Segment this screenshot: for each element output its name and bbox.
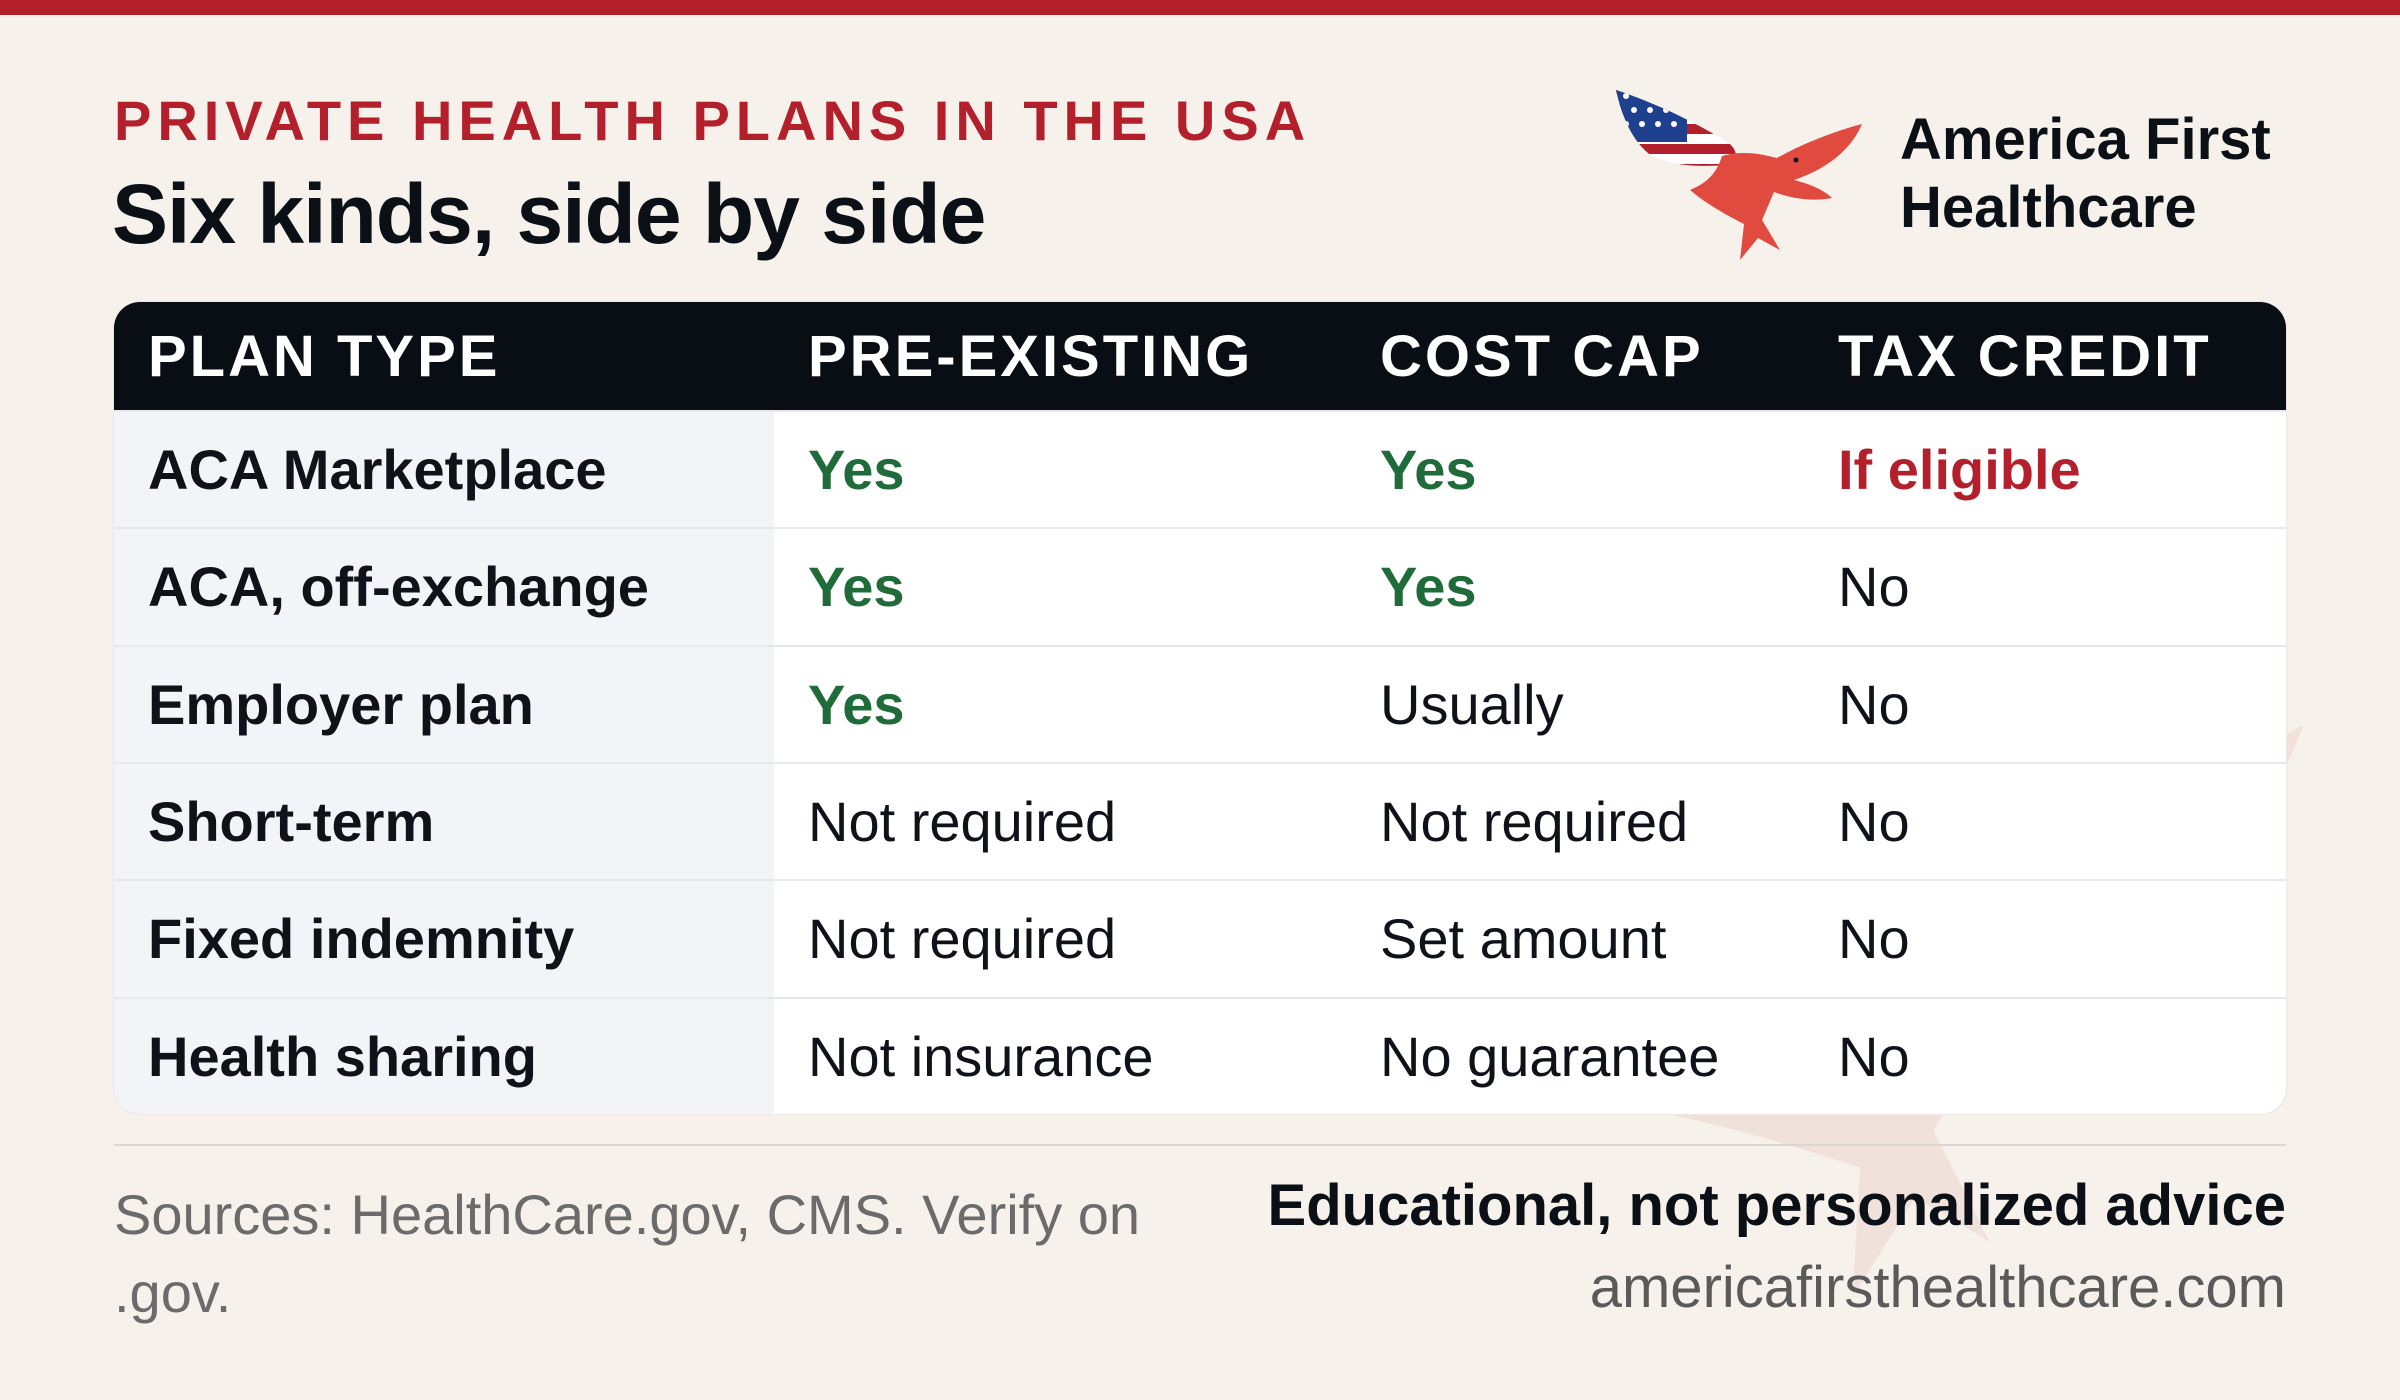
- pre-existing-cell: Not insurance: [808, 1024, 1154, 1088]
- plan-type-cell: ACA, off-exchange: [114, 529, 774, 645]
- tax-credit-cell: No: [1838, 790, 1910, 854]
- pre-existing-cell: Not required: [808, 907, 1117, 971]
- table-row: ACA Marketplace Yes Yes If eligible: [114, 410, 2286, 528]
- eyebrow-title: PRIVATE HEALTH PLANS IN THE USA: [114, 89, 1312, 152]
- brand-name-line1: America First: [1900, 107, 2271, 172]
- plan-type-cell: Health sharing: [114, 998, 774, 1114]
- cost-cap-cell: No guarantee: [1380, 1024, 1720, 1088]
- plan-type-cell: Short-term: [114, 763, 774, 880]
- top-accent-bar: [0, 0, 2400, 15]
- tax-credit-cell: No: [1838, 672, 1910, 736]
- table-row: ACA, off-exchange Yes Yes No: [114, 527, 2286, 645]
- table-row: Fixed indemnity Not required Set amount …: [114, 879, 2286, 997]
- cost-cap-cell: Yes: [1380, 438, 1477, 502]
- brand-name: America First Healthcare: [1900, 106, 2271, 242]
- pre-existing-cell: Yes: [808, 438, 905, 502]
- column-header-plan-type: PLAN TYPE: [148, 323, 501, 389]
- column-header-pre-existing: PRE-EXISTING: [808, 323, 1254, 389]
- sources-note: Sources: HealthCare.gov, CMS. Verify on …: [114, 1183, 1141, 1324]
- pre-existing-cell: Yes: [808, 555, 905, 619]
- website-url: americafirsthealthcare.com: [1589, 1255, 2286, 1320]
- page-title: Six kinds, side by side: [112, 167, 986, 261]
- pre-existing-cell: Yes: [808, 672, 905, 736]
- column-header-cost-cap: COST CAP: [1380, 323, 1704, 389]
- comparison-table: PLAN TYPE PRE-EXISTING COST CAP TAX CRED…: [114, 302, 2286, 1114]
- plan-type-cell: ACA Marketplace: [114, 412, 774, 528]
- disclaimer-text: Educational, not personalized advice: [1267, 1173, 2286, 1238]
- brand-name-line2: Healthcare: [1900, 175, 2197, 240]
- plan-type-cell: Employer plan: [114, 646, 774, 762]
- plan-type-cell: Fixed indemnity: [114, 881, 774, 997]
- table-row: Health sharing Not insurance No guarante…: [114, 996, 2286, 1114]
- table-row: Employer plan Yes Usually No: [114, 644, 2286, 762]
- eagle-flag-icon: [1616, 90, 1862, 260]
- cost-cap-cell: Usually: [1380, 672, 1564, 736]
- cost-cap-cell: Not required: [1380, 790, 1689, 854]
- tax-credit-cell: No: [1838, 555, 1910, 619]
- table-row: Short-term Not required Not required No: [114, 761, 2286, 880]
- tax-credit-cell: No: [1838, 907, 1910, 971]
- tax-credit-cell: No: [1838, 1024, 1910, 1088]
- cost-cap-cell: Yes: [1380, 555, 1477, 619]
- footer-divider: [114, 1144, 2286, 1146]
- cost-cap-cell: Set amount: [1380, 907, 1667, 971]
- table-header-row: PLAN TYPE PRE-EXISTING COST CAP TAX CRED…: [114, 302, 2286, 410]
- tax-credit-cell: If eligible: [1838, 438, 2081, 502]
- pre-existing-cell: Not required: [808, 790, 1117, 854]
- column-header-tax-credit: TAX CREDIT: [1838, 323, 2212, 389]
